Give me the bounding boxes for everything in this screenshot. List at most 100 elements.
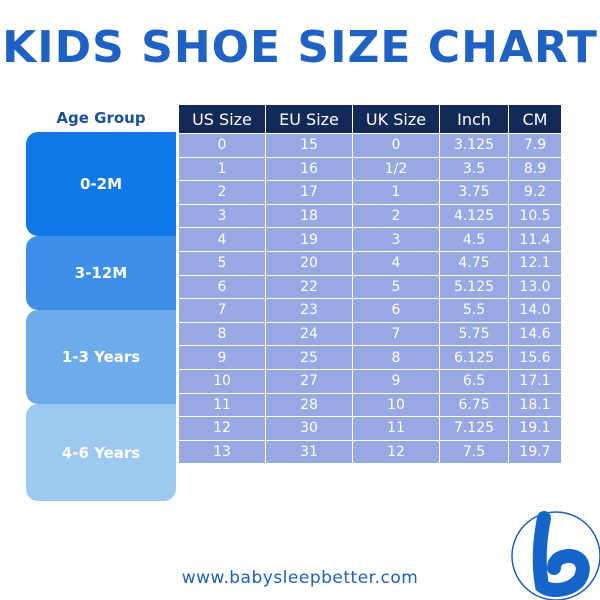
column-header-eu-size: EU Size <box>265 104 353 134</box>
table-row: 1 16 1/2 3.5 8.9 <box>178 156 562 182</box>
size-table: US Size EU Size UK Size Inch CM 0 15 0 3.12… <box>178 104 562 465</box>
cell-uk-size: 3 <box>352 227 440 252</box>
page-title: KIDS SHOE SIZE CHART <box>2 22 598 73</box>
cell-cm: 14.0 <box>508 298 562 323</box>
cell-uk-size: 11 <box>352 416 440 441</box>
cell-uk-size: 5 <box>352 274 440 300</box>
cell-inch: 3.75 <box>439 180 509 205</box>
cell-cm: 17.1 <box>508 368 562 394</box>
cell-us-size: 9 <box>178 345 266 370</box>
cell-eu-size: 31 <box>265 439 353 465</box>
cell-eu-size: 30 <box>265 416 353 441</box>
table-row: 4 19 3 4.5 11.4 <box>178 227 562 252</box>
cell-eu-size: 15 <box>265 133 353 158</box>
cell-us-size: 12 <box>178 416 266 441</box>
cell-eu-size: 17 <box>265 180 353 205</box>
cell-eu-size: 20 <box>265 250 353 276</box>
cell-us-size: 10 <box>178 368 266 394</box>
cell-eu-size: 19 <box>265 227 353 252</box>
cell-cm: 8.9 <box>508 156 562 182</box>
cell-uk-size: 2 <box>352 203 440 229</box>
cell-uk-size: 10 <box>352 392 440 418</box>
cell-us-size: 13 <box>178 439 266 465</box>
age-group-header: Age Group <box>56 109 146 127</box>
age-group-0-2m: 0-2M <box>26 132 176 236</box>
cell-cm: 7.9 <box>508 133 562 158</box>
cell-uk-size: 1 <box>352 180 440 205</box>
cell-cm: 12.1 <box>508 250 562 276</box>
cell-cm: 18.1 <box>508 392 562 418</box>
cell-uk-size: 1/2 <box>352 156 440 182</box>
column-header-us-size: US Size <box>178 104 266 134</box>
cell-inch: 7.5 <box>439 439 509 465</box>
letter-b-logo-icon <box>511 511 600 600</box>
cell-us-size: 6 <box>178 274 266 300</box>
cell-inch: 5.125 <box>439 274 509 300</box>
table-row: 9 25 8 6.125 15.6 <box>178 345 562 370</box>
cell-cm: 15.6 <box>508 345 562 370</box>
cell-inch: 6.125 <box>439 345 509 370</box>
cell-inch: 7.125 <box>439 416 509 441</box>
age-group-4-6-years: 4-6 Years <box>26 404 176 501</box>
cell-cm: 9.2 <box>508 180 562 205</box>
column-header-inch: Inch <box>439 104 509 134</box>
table-row: 13 31 12 7.5 19.7 <box>178 439 562 465</box>
cell-us-size: 4 <box>178 227 266 252</box>
column-header-cm: CM <box>508 104 562 134</box>
cell-uk-size: 6 <box>352 298 440 323</box>
cell-inch: 5.5 <box>439 298 509 323</box>
cell-us-size: 7 <box>178 298 266 323</box>
cell-inch: 6.75 <box>439 392 509 418</box>
table-header-row: US Size EU Size UK Size Inch CM <box>178 104 562 134</box>
cell-us-size: 11 <box>178 392 266 418</box>
cell-eu-size: 25 <box>265 345 353 370</box>
cell-uk-size: 9 <box>352 368 440 394</box>
cell-inch: 4.125 <box>439 203 509 229</box>
cell-us-size: 8 <box>178 321 266 347</box>
cell-cm: 19.7 <box>508 439 562 465</box>
cell-uk-size: 12 <box>352 439 440 465</box>
cell-uk-size: 7 <box>352 321 440 347</box>
table-row: 12 30 11 7.125 19.1 <box>178 416 562 441</box>
cell-uk-size: 0 <box>352 133 440 158</box>
cell-cm: 14.6 <box>508 321 562 347</box>
cell-inch: 3.125 <box>439 133 509 158</box>
table-body: 0 15 0 3.125 7.9 1 16 1/2 3.5 8.9 2 17 1 3.75 9.2 3 18 2 4… <box>178 133 562 465</box>
cell-inch: 4.75 <box>439 250 509 276</box>
table-row: 10 27 9 6.5 17.1 <box>178 368 562 394</box>
cell-uk-size: 4 <box>352 250 440 276</box>
cell-us-size: 1 <box>178 156 266 182</box>
cell-eu-size: 16 <box>265 156 353 182</box>
cell-eu-size: 24 <box>265 321 353 347</box>
cell-cm: 10.5 <box>508 203 562 229</box>
column-header-uk-size: UK Size <box>352 104 440 134</box>
age-group-3-12m: 3-12M <box>26 236 176 310</box>
cell-inch: 3.5 <box>439 156 509 182</box>
cell-inch: 6.5 <box>439 368 509 394</box>
cell-us-size: 5 <box>178 250 266 276</box>
website-url: www.babysleepbetter.com <box>181 568 419 588</box>
table-row: 3 18 2 4.125 10.5 <box>178 203 562 229</box>
cell-eu-size: 22 <box>265 274 353 300</box>
cell-cm: 11.4 <box>508 227 562 252</box>
cell-eu-size: 28 <box>265 392 353 418</box>
table-row: 2 17 1 3.75 9.2 <box>178 180 562 205</box>
age-group-1-3-years: 1-3 Years <box>26 310 176 404</box>
table-row: 8 24 7 5.75 14.6 <box>178 321 562 347</box>
cell-us-size: 0 <box>178 133 266 158</box>
cell-uk-size: 8 <box>352 345 440 370</box>
cell-cm: 13.0 <box>508 274 562 300</box>
cell-eu-size: 23 <box>265 298 353 323</box>
cell-inch: 4.5 <box>439 227 509 252</box>
table-row: 11 28 10 6.75 18.1 <box>178 392 562 418</box>
cell-us-size: 3 <box>178 203 266 229</box>
cell-inch: 5.75 <box>439 321 509 347</box>
cell-cm: 19.1 <box>508 416 562 441</box>
table-row: 6 22 5 5.125 13.0 <box>178 274 562 300</box>
cell-us-size: 2 <box>178 180 266 205</box>
table-row: 7 23 6 5.5 14.0 <box>178 298 562 323</box>
cell-eu-size: 27 <box>265 368 353 394</box>
cell-eu-size: 18 <box>265 203 353 229</box>
table-row: 5 20 4 4.75 12.1 <box>178 250 562 276</box>
table-row: 0 15 0 3.125 7.9 <box>178 133 562 158</box>
